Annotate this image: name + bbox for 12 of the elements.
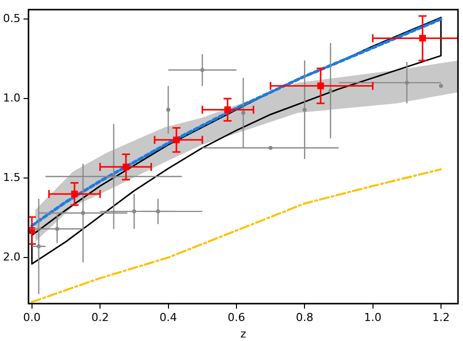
x-tick-label: 0.4 xyxy=(160,311,178,324)
x-tick-label: 1.2 xyxy=(432,311,450,324)
y-tick-label: 1.5 xyxy=(2,170,20,184)
x-tick-label: 0.6 xyxy=(228,311,246,324)
x-axis-title: z xyxy=(240,327,246,340)
y-tick-label: 1.0 xyxy=(2,91,20,104)
x-tick-label: 0.8 xyxy=(296,311,314,324)
y-tick-label: 0.5 xyxy=(2,12,20,25)
x-tick-label: 1.0 xyxy=(364,311,382,324)
x-tick-label: 0.0 xyxy=(23,311,41,324)
y-tick-label: 2.0 xyxy=(2,250,20,264)
x-tick-label: 0.2 xyxy=(91,311,109,324)
